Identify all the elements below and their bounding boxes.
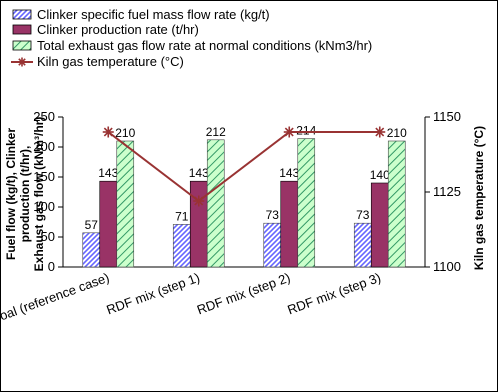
plot-area: 0 50 100 150 200 250 1100 1125 1150 Fuel flow (kg… — [1, 109, 486, 327]
bar-1-2 — [280, 180, 299, 268]
legend: Clinker specific fuel mass flow rate (kg… — [11, 7, 372, 69]
right-axis-title: Kiln gas temperature (°C) — [472, 126, 486, 270]
bar-label-1-0: 143 — [98, 166, 118, 180]
bar-1-3 — [370, 182, 389, 268]
legend-swatch-2 — [12, 40, 32, 51]
category-label-1: RDF mix (step 1) — [104, 270, 201, 318]
bar-2-0 — [116, 140, 135, 268]
bar-label-0-0: 57 — [85, 218, 99, 232]
bar-label-2-0: 210 — [115, 126, 135, 140]
bar-0-2 — [263, 222, 282, 268]
kiln-temperature-point-1 — [193, 195, 205, 207]
bar-label-1-3: 140 — [370, 168, 390, 182]
category-label-2: RDF mix (step 2) — [195, 270, 292, 318]
legend-label-2: Total exhaust gas flow rate at normal co… — [37, 38, 372, 53]
category-label-0: Coal (reference case) — [1, 270, 111, 327]
bar-0-0 — [82, 232, 101, 268]
bar-label-2-3: 210 — [387, 126, 407, 140]
right-tick-label-1: 1125 — [433, 184, 461, 199]
bar-0-3 — [353, 222, 372, 268]
bar-2-1 — [206, 139, 225, 268]
legend-label-3: Kiln gas temperature (°C) — [37, 54, 184, 69]
bar-2-2 — [297, 138, 316, 268]
left-axis-title-line-2: Exhaust gas flow (kNm³/hr) — [32, 117, 46, 272]
kiln-temperature-point-3 — [374, 126, 386, 138]
kiln-temperature-point-2 — [283, 126, 295, 138]
bar-label-0-1: 71 — [175, 209, 189, 223]
legend-label-1: Clinker production rate (t/hr) — [37, 22, 199, 37]
legend-swatch-0 — [12, 9, 32, 20]
left-tick-label-0: 0 — [48, 259, 55, 274]
right-tick-label-2: 1150 — [433, 109, 461, 124]
bar-label-0-2: 73 — [266, 208, 280, 222]
kiln-temperature-point-0 — [102, 126, 114, 138]
left-tick-label-4: 200 — [33, 139, 55, 154]
bar-1-0 — [99, 180, 118, 268]
left-tick-label-3: 150 — [33, 169, 55, 184]
bar-label-1-1: 143 — [189, 166, 209, 180]
left-axis-title-line-1: production (t/hr), — [18, 146, 32, 243]
legend-swatch-1 — [12, 24, 32, 35]
bar-label-1-2: 143 — [279, 166, 299, 180]
bar-label-0-3: 73 — [356, 208, 370, 222]
left-axis-title-line-0: Fuel flow (kg/t), Clinker — [4, 128, 18, 260]
bar-2-3 — [387, 140, 406, 268]
category-label-3: RDF mix (step 3) — [285, 270, 382, 318]
bar-label-2-2: 214 — [296, 124, 316, 138]
bar-label-2-1: 212 — [206, 125, 226, 139]
left-tick-label-5: 250 — [33, 109, 55, 124]
right-tick-label-0: 1100 — [433, 259, 461, 274]
bar-0-1 — [172, 224, 191, 268]
left-tick-label-1: 50 — [41, 229, 55, 244]
kiln-temperature-line — [107, 131, 380, 203]
legend-marker-3 — [17, 57, 27, 67]
bar-1-1 — [189, 180, 208, 268]
left-tick-label-2: 100 — [33, 199, 55, 214]
legend-label-0: Clinker specific fuel mass flow rate (kg… — [37, 7, 270, 22]
